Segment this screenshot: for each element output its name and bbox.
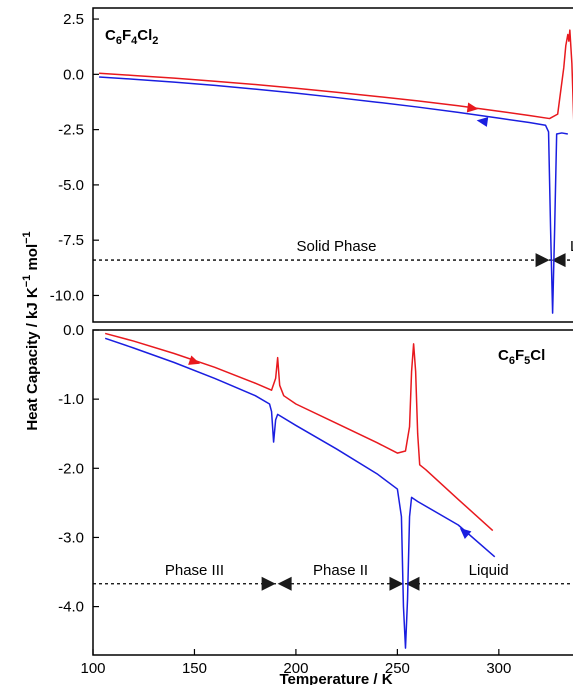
phase-boundary-arrow-left (389, 576, 404, 591)
x-tick-label: 100 (80, 660, 105, 677)
plot-frame-bottom (92, 329, 573, 656)
axis-labels: Heat Capacity / kJ K−1 mol−1 Temperature … (21, 231, 393, 685)
y-tick-label: 2.5 (63, 11, 84, 28)
y-tick-label: 0.0 (63, 66, 84, 83)
y-axis-label: Heat Capacity / kJ K−1 mol−1 (21, 231, 41, 430)
phase-boundary-arrow-left (535, 253, 550, 268)
series-line-cooling (99, 76, 568, 314)
x-tick-label: 250 (385, 660, 410, 677)
phase-region-label: Solid Phase (296, 238, 376, 255)
direction-arrow-cooling (459, 527, 472, 539)
y-tick-label: -1.0 (58, 391, 84, 408)
phase-boundary-arrow-right (277, 576, 292, 591)
panel-bottom: 0.0 -1.0 -2.0 -3.0 -4.0 100 150 200 250 300 Phase … (58, 322, 573, 677)
y-tick-label: -10.0 (50, 287, 84, 304)
phase-region-label: Liquid (469, 562, 509, 579)
compound-formula: C6F5Cl (498, 347, 545, 367)
series-line-cooling (104, 337, 496, 649)
compound-formula: C6F4Cl2 (105, 27, 158, 47)
direction-arrow-cooling (476, 116, 489, 127)
y-tick-label: -3.0 (58, 529, 84, 546)
y-tick-label: -5.0 (58, 177, 84, 194)
plot-frame-top (92, 7, 573, 323)
x-axis-label: Temperature / K (279, 671, 392, 685)
phase-boundary-arrow-right (551, 253, 566, 268)
series-line-heating (99, 29, 573, 121)
y-tick-label: -4.0 (58, 599, 84, 616)
x-tick-label: 200 (283, 660, 308, 677)
phase-boundary-arrow-left (261, 576, 276, 591)
y-tick-label: -7.5 (58, 232, 84, 249)
direction-arrow-heating (466, 102, 479, 113)
series-line-heating (104, 332, 494, 532)
y-tick-label: -2.5 (58, 122, 84, 139)
phase-boundary-arrow-right (405, 576, 420, 591)
y-tick-label: -2.0 (58, 460, 84, 477)
phase-region-label: Liq (570, 238, 573, 255)
phase-region-label: Phase II (313, 562, 368, 579)
phase-region-label: Phase III (165, 562, 224, 579)
x-tick-label: 300 (486, 660, 511, 677)
y-tick-label: 0.0 (63, 322, 84, 339)
direction-arrow-heating (188, 355, 201, 365)
panel-top: 2.5 0.0 -2.5 -5.0 -7.5 -10.0 Solid Phase Liq C6F… (50, 7, 573, 323)
x-tick-label: 150 (182, 660, 207, 677)
